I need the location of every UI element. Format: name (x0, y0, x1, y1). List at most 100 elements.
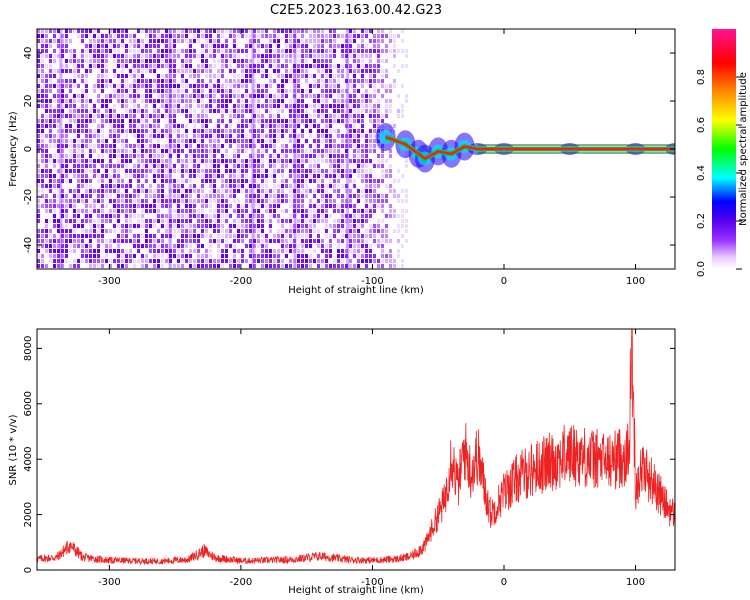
heatmap-cell (73, 104, 76, 108)
heatmap-cell (373, 89, 376, 93)
heatmap-cell (129, 124, 132, 128)
heatmap-cell (289, 189, 292, 193)
heatmap-cell (189, 204, 192, 208)
heatmap-cell (309, 114, 312, 118)
heatmap-cell (317, 179, 320, 183)
heatmap-cell (293, 119, 296, 123)
heatmap-cell (345, 204, 348, 208)
heatmap-cell (161, 129, 164, 133)
heatmap-cell (369, 204, 372, 208)
heatmap-cell (65, 159, 68, 163)
heatmap-cell (353, 139, 356, 143)
heatmap-cell (161, 249, 164, 253)
heatmap-cell (293, 64, 296, 68)
heatmap-cell (361, 244, 364, 248)
heatmap-cell (133, 79, 136, 83)
heatmap-cell (209, 89, 212, 93)
heatmap-cell (173, 199, 176, 203)
heatmap-cell (129, 224, 132, 228)
heatmap-cell (73, 49, 76, 53)
heatmap-cell (225, 139, 228, 143)
heatmap-cell (301, 159, 304, 163)
heatmap-cell (285, 119, 288, 123)
heatmap-cell (173, 149, 176, 153)
heatmap-cell (125, 94, 128, 98)
heatmap-cell (161, 159, 164, 163)
heatmap-cell (105, 44, 108, 48)
heatmap-cell (133, 169, 136, 173)
heatmap-cell (49, 189, 52, 193)
heatmap-cell (109, 114, 112, 118)
heatmap-cell (197, 144, 200, 148)
heatmap-cell (237, 94, 240, 98)
heatmap-cell (205, 179, 208, 183)
heatmap-cell (353, 59, 356, 63)
heatmap-cell (85, 249, 88, 253)
heatmap-cell (213, 139, 216, 143)
heatmap-cell (173, 124, 176, 128)
heatmap-cell (69, 49, 72, 53)
heatmap-cell (397, 49, 400, 53)
heatmap-cell (41, 94, 44, 98)
heatmap-cell (241, 104, 244, 108)
heatmap-cell (185, 224, 188, 228)
heatmap-cell (61, 104, 64, 108)
heatmap-cell (161, 179, 164, 183)
heatmap-cell (101, 164, 104, 168)
heatmap-cell (337, 114, 340, 118)
heatmap-cell (149, 124, 152, 128)
heatmap-cell (221, 129, 224, 133)
heatmap-cell (313, 214, 316, 218)
heatmap-cell (37, 94, 40, 98)
heatmap-cell (241, 234, 244, 238)
heatmap-cell (285, 164, 288, 168)
heatmap-cell (81, 144, 84, 148)
heatmap-cell (237, 54, 240, 58)
heatmap-cell (101, 214, 104, 218)
heatmap-cell (125, 234, 128, 238)
heatmap-cell (213, 59, 216, 63)
heatmap-cell (61, 169, 64, 173)
heatmap-cell (53, 209, 56, 213)
heatmap-cell (157, 209, 160, 213)
heatmap-cell (249, 154, 252, 158)
heatmap-cell (365, 154, 368, 158)
heatmap-cell (201, 169, 204, 173)
heatmap-cell (49, 84, 52, 88)
heatmap-cell (281, 244, 284, 248)
heatmap-cell (221, 89, 224, 93)
heatmap-cell (249, 244, 252, 248)
heatmap-cell (221, 209, 224, 213)
heatmap-cell (85, 44, 88, 48)
heatmap-cell (153, 224, 156, 228)
heatmap-cell (101, 114, 104, 118)
heatmap-cell (129, 149, 132, 153)
heatmap-cell (313, 104, 316, 108)
heatmap-cell (221, 214, 224, 218)
y-tick-label: 0 (23, 146, 34, 152)
heatmap-cell (397, 249, 400, 253)
heatmap-cell (201, 54, 204, 58)
heatmap-cell (329, 154, 332, 158)
heatmap-cell (221, 234, 224, 238)
heatmap-cell (301, 99, 304, 103)
heatmap-cell (365, 54, 368, 58)
heatmap-cell (161, 49, 164, 53)
heatmap-cell (61, 154, 64, 158)
heatmap-cell (221, 254, 224, 258)
heatmap-cell (109, 99, 112, 103)
heatmap-cell (97, 249, 100, 253)
heatmap-cell (329, 49, 332, 53)
heatmap-cell (101, 64, 104, 68)
heatmap-cell (325, 144, 328, 148)
heatmap-cell (149, 189, 152, 193)
heatmap-cell (393, 49, 396, 53)
heatmap-cell (173, 99, 176, 103)
heatmap-cell (161, 54, 164, 58)
heatmap-cell (89, 64, 92, 68)
heatmap-cell (313, 44, 316, 48)
heatmap-cell (205, 44, 208, 48)
heatmap-cell (185, 134, 188, 138)
heatmap-cell (233, 189, 236, 193)
